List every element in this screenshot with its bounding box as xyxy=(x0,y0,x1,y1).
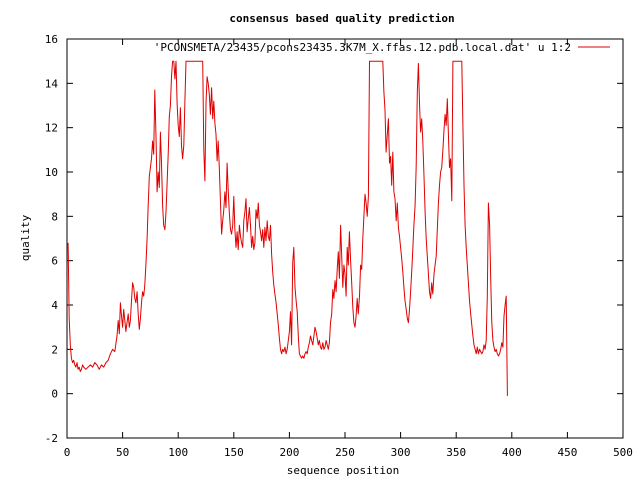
x-axis-label: sequence position xyxy=(287,464,400,477)
x-tick-label: 0 xyxy=(64,446,71,459)
x-axis: 0 50 100 150 200 250 300 350 400 450 500 xyxy=(64,39,633,459)
x-tick-label: 450 xyxy=(557,446,577,459)
y-tick-label: 4 xyxy=(51,299,58,312)
series-line xyxy=(67,60,508,396)
y-tick-label: 10 xyxy=(45,166,58,179)
x-tick-label: 150 xyxy=(224,446,244,459)
chart-title: consensus based quality prediction xyxy=(229,12,454,25)
x-tick-label: 300 xyxy=(391,446,411,459)
y-axis: -2 0 2 4 6 8 10 12 14 16 xyxy=(45,33,623,445)
x-tick-label: 100 xyxy=(168,446,188,459)
x-tick-label: 200 xyxy=(279,446,299,459)
y-tick-label: 2 xyxy=(51,343,58,356)
legend: 'PCONSMETA/23435/pcons23435.3K7M_X.ffas.… xyxy=(154,41,610,54)
x-tick-label: 50 xyxy=(116,446,129,459)
y-tick-label: -2 xyxy=(45,432,58,445)
x-tick-label: 350 xyxy=(446,446,466,459)
x-tick-label: 250 xyxy=(335,446,355,459)
y-tick-label: 6 xyxy=(51,255,58,268)
x-tick-label: 400 xyxy=(502,446,522,459)
plot-frame xyxy=(66,38,624,439)
y-tick-label: 16 xyxy=(45,33,58,46)
y-axis-label: quality xyxy=(19,214,32,261)
y-tick-label: 8 xyxy=(51,210,58,223)
y-tick-label: 0 xyxy=(51,388,58,401)
y-tick-label: 14 xyxy=(45,77,59,90)
legend-entry: 'PCONSMETA/23435/pcons23435.3K7M_X.ffas.… xyxy=(154,41,571,54)
x-tick-label: 500 xyxy=(613,446,633,459)
y-tick-label: 12 xyxy=(45,122,58,135)
